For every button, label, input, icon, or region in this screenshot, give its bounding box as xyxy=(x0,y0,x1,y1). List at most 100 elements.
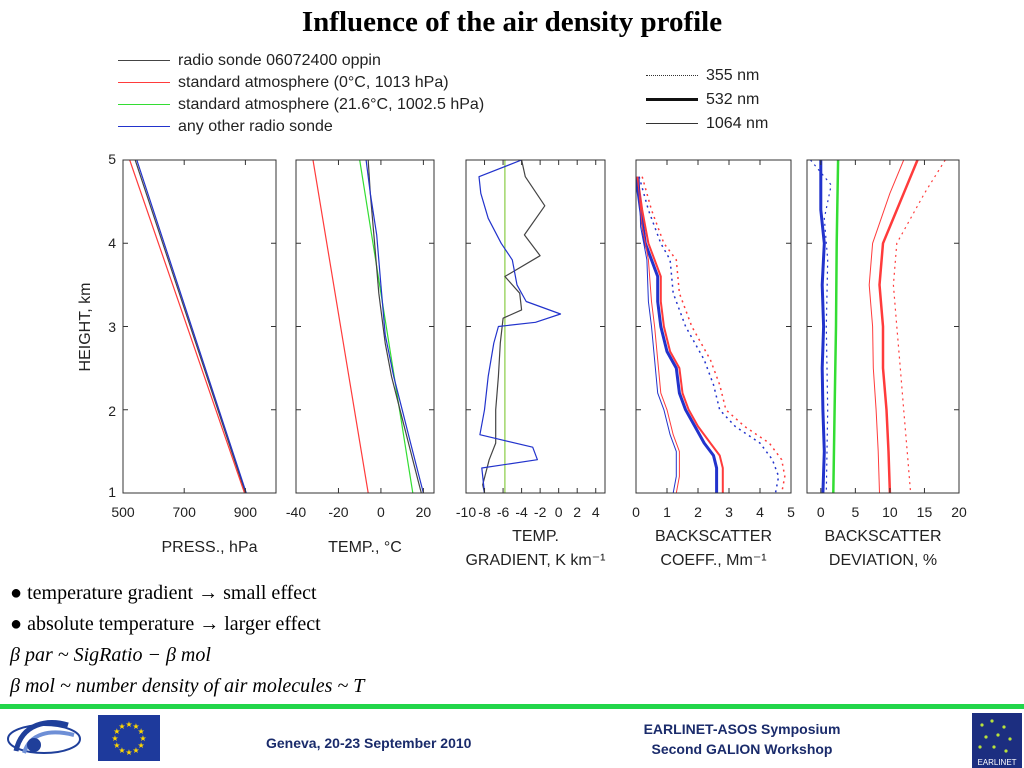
x-tick-label: 700 xyxy=(173,504,197,520)
eu-star-icon: ★ xyxy=(118,722,125,731)
legend-swatch xyxy=(118,126,170,128)
series-line xyxy=(478,160,562,493)
legend-item: 532 nm xyxy=(646,91,759,109)
footer-divider xyxy=(0,704,1024,709)
legend-item: standard atmosphere (0°C, 1013 hPa) xyxy=(118,74,449,92)
legend-swatch xyxy=(118,60,170,62)
series-line xyxy=(134,160,246,493)
x-tick-label: 0 xyxy=(632,504,640,520)
eu-flag-icon: ★★★★★★★★★ ★ ★★ xyxy=(98,715,160,761)
legend-swatch xyxy=(646,98,698,102)
footer: ★ ★ ★ ★ ★ ★ ★ ★ ★ ★ ★ ★ Geneva, 20-23 September 201… xyxy=(0,709,1024,768)
plot-frame xyxy=(295,159,435,494)
eu-star-icon: ★ xyxy=(132,746,139,755)
x-tick-label: -20 xyxy=(328,504,348,520)
x-tick-label: 0 xyxy=(555,504,563,520)
x-tick-label: -40 xyxy=(286,504,306,520)
series-line xyxy=(868,160,905,493)
ec-logo-icon xyxy=(7,720,81,754)
y-tick-label: 2 xyxy=(108,403,116,419)
series-line xyxy=(312,160,369,493)
eu-star-icon: ★ xyxy=(139,734,146,743)
series-group xyxy=(636,176,786,493)
notes: ● temperature gradient → small effect ● … xyxy=(10,578,364,702)
series-line xyxy=(636,176,719,493)
workshop-title: Second GALION Workshop xyxy=(651,741,833,757)
eu-star-icon: ★ xyxy=(138,727,145,736)
x-axis-title: PRESS., hPa xyxy=(161,539,257,556)
y-tick-label: 3 xyxy=(108,319,116,335)
chart-panels: HEIGHT, km 1 2 3 4 5 500 700 900 PRESS., hP… xyxy=(77,151,967,569)
x-tick-label: 4 xyxy=(756,504,764,520)
eu-star-icon: ★ xyxy=(111,734,118,743)
legend-item: 355 nm xyxy=(646,67,759,85)
eu-star-icon: ★ xyxy=(138,741,145,750)
x-axis-title: BACKSCATTER xyxy=(824,528,941,545)
panel-pressure: 500 700 900 PRESS., hPa xyxy=(111,159,277,556)
legend-item: any other radio sonde xyxy=(118,118,333,136)
x-axis-title: GRADIENT, K km⁻¹ xyxy=(465,552,605,569)
y-axis-label: HEIGHT, km xyxy=(77,283,94,372)
legend-item: standard atmosphere (21.6°C, 1002.5 hPa) xyxy=(118,96,484,114)
legend-label: 355 nm xyxy=(706,67,760,84)
series-group xyxy=(129,160,247,493)
eu-star-icon: ★ xyxy=(113,727,120,736)
legend-swatch xyxy=(118,82,170,84)
panel-backscatter-deviation: 0 5 10 15 20 BACKSCATTER DEVIATION, % xyxy=(806,159,967,569)
legend-label: standard atmosphere (0°C, 1013 hPa) xyxy=(178,74,449,91)
legend-item: radio sonde 06072400 oppin xyxy=(118,52,381,70)
series-line xyxy=(892,160,946,493)
series-line xyxy=(638,176,780,493)
legend-swatch xyxy=(118,104,170,106)
x-tick-label: -8 xyxy=(478,504,491,520)
x-tick-label: 4 xyxy=(592,504,600,520)
series-group xyxy=(810,160,946,493)
series-line xyxy=(819,160,826,493)
panel-backscatter-coeff: 0 1 2 3 4 5 BACKSCATTER COEFF., Mm⁻¹ xyxy=(632,159,795,569)
panel-temp-gradient: -10 -8 -6 -4 -2 0 2 4 TEMP. GRADIENT, K km⁻¹ xyxy=(456,159,606,569)
x-tick-label: 500 xyxy=(111,504,135,520)
x-tick-label: 1 xyxy=(663,504,671,520)
eu-star-icon: ★ xyxy=(125,720,132,729)
x-tick-label: 900 xyxy=(234,504,258,520)
x-tick-label: 10 xyxy=(882,504,898,520)
slide-title: Influence of the air density profile xyxy=(301,6,723,38)
x-tick-label: -6 xyxy=(497,504,510,520)
y-tick-label: 4 xyxy=(108,235,116,251)
x-tick-label: 5 xyxy=(851,504,859,520)
legend-label: 1064 nm xyxy=(706,115,769,132)
x-axis-title: COEFF., Mm⁻¹ xyxy=(660,552,766,569)
series-line xyxy=(832,160,840,493)
formula-line: β par ~ SigRatio − β mol xyxy=(10,644,211,666)
x-tick-label: 0 xyxy=(377,504,385,520)
legend-swatch xyxy=(646,75,698,77)
series-line xyxy=(359,160,414,493)
earlinet-logo-icon: EARLINET xyxy=(972,713,1022,768)
eu-star-icon: ★ xyxy=(118,746,125,755)
legend-swatch xyxy=(646,123,698,125)
event-location-date: Geneva, 20-23 September 2010 xyxy=(266,735,472,751)
x-tick-label: 20 xyxy=(416,504,432,520)
x-axis-title: BACKSCATTER xyxy=(655,528,772,545)
series-group xyxy=(478,160,562,493)
x-tick-label: 20 xyxy=(951,504,967,520)
plot-frame xyxy=(465,159,606,494)
panel-temperature: -40 -20 0 20 TEMP., °C xyxy=(286,159,435,556)
series-line xyxy=(129,160,246,493)
x-axis-title: TEMP. xyxy=(512,528,559,545)
legend-item: 1064 nm xyxy=(646,115,768,133)
series-line xyxy=(636,176,724,493)
series-line xyxy=(638,176,677,493)
x-tick-label: 15 xyxy=(917,504,933,520)
plot-frame xyxy=(635,159,792,494)
legend-label: 532 nm xyxy=(706,91,760,108)
series-group xyxy=(312,160,424,493)
earlinet-logo-text: EARLINET xyxy=(977,758,1016,767)
x-axis-title: TEMP., °C xyxy=(328,539,402,556)
plot-frame xyxy=(122,159,277,494)
x-tick-label: -2 xyxy=(534,504,547,520)
x-tick-label: 0 xyxy=(817,504,825,520)
series-line xyxy=(810,160,832,493)
symposium-title: EARLINET-ASOS Symposium xyxy=(643,721,841,737)
series-line xyxy=(365,160,424,493)
